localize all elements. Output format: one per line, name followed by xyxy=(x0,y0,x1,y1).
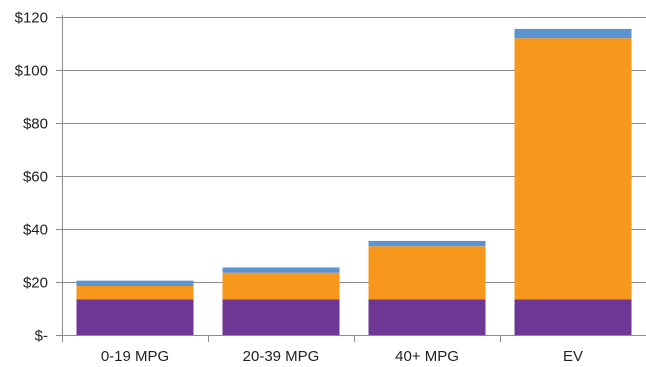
bar-segment xyxy=(368,246,486,300)
bars xyxy=(76,28,632,335)
y-tick-label: $40 xyxy=(23,222,48,239)
bar-segment xyxy=(76,285,194,300)
y-tick-label: $120 xyxy=(15,10,48,27)
bar-segment xyxy=(222,267,340,273)
tick-labels: $- $20 $40 $60 $80 $100 $120 0-19 MPG 20-39 MPG 4… xyxy=(15,10,583,366)
x-tick-label: 0-19 MPG xyxy=(101,348,169,365)
y-tick-label: $80 xyxy=(23,116,48,133)
bar-segment xyxy=(514,38,632,300)
y-tick-label: $100 xyxy=(15,63,48,80)
bar-segment xyxy=(76,299,194,335)
bar-segment xyxy=(368,240,486,247)
bar-segment xyxy=(514,28,632,39)
bar-segment xyxy=(514,299,632,335)
bar-segment xyxy=(368,299,486,335)
x-tick-label: 40+ MPG xyxy=(395,348,459,365)
y-tick-label: $- xyxy=(35,328,48,345)
axes xyxy=(56,15,646,342)
y-tick-label: $60 xyxy=(23,169,48,186)
y-tick-label: $20 xyxy=(23,275,48,292)
bar-segment xyxy=(222,272,340,300)
bar-segment xyxy=(222,299,340,335)
x-tick-label: 20-39 MPG xyxy=(243,348,320,365)
bar-segment xyxy=(76,280,194,286)
x-tick-label: EV xyxy=(563,348,583,365)
